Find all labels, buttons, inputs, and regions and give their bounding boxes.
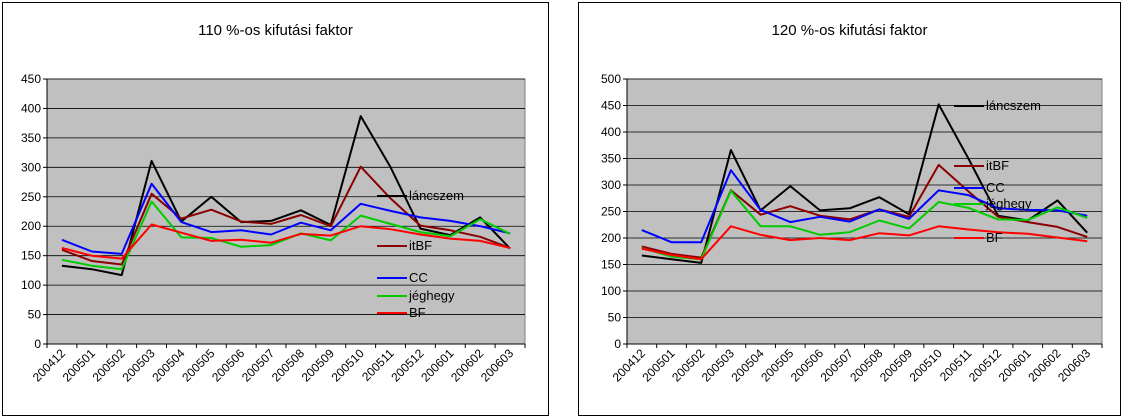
y-tick-label: 300 <box>601 178 621 192</box>
legend-label-CC: CC <box>409 270 428 285</box>
y-tick-label: 350 <box>21 131 41 145</box>
legend-label-itBF: itBF <box>409 238 432 253</box>
series-line-BF <box>61 223 511 260</box>
series-line-itBF <box>61 165 511 266</box>
chart-110-svg: 110 %-os kifutási faktor 0 50 100 150 200 250 3… <box>21 22 526 384</box>
y-tick-label: 400 <box>21 101 41 115</box>
y-tick-label: 450 <box>21 72 41 86</box>
y-tick-label: 0 <box>614 337 621 351</box>
series-line-BF <box>641 225 1088 261</box>
y-tick-label: 150 <box>601 258 621 272</box>
chart-title: 120 %-os kifutási faktor <box>772 22 928 39</box>
chart-120-percent: 120 %-os kifutási faktor 0 50 100 150 200 250 3… <box>578 2 1121 416</box>
y-tick-label: 300 <box>21 160 41 174</box>
chart-110-percent: 110 %-os kifutási faktor 0 50 100 150 200 250 3… <box>2 2 549 416</box>
y-tick-label: 0 <box>34 337 41 351</box>
chart-120-svg: 120 %-os kifutási faktor 0 50 100 150 200 250 3… <box>601 22 1103 384</box>
series-line-CC <box>641 169 1088 244</box>
x-tick-label: 200603 <box>1055 346 1093 384</box>
y-tick-label: 250 <box>601 205 621 219</box>
y-tick-label: 450 <box>601 99 621 113</box>
series-line-CC <box>61 182 511 255</box>
y-tick-label: 200 <box>21 219 41 233</box>
x-tick-label: 200510 <box>329 346 367 384</box>
y-tick-label: 250 <box>21 190 41 204</box>
y-tick-label: 150 <box>21 249 41 263</box>
y-tick-label: 350 <box>601 152 621 166</box>
y-tick-label: 200 <box>601 231 621 245</box>
x-tick-label: 200603 <box>478 346 516 384</box>
legend-label-itBF: itBF <box>986 158 1009 173</box>
series-line-jéghegy <box>641 189 1088 261</box>
legend-label-láncszem: láncszem <box>409 188 464 203</box>
y-tick-label: 100 <box>601 284 621 298</box>
y-tick-label: 50 <box>608 311 622 325</box>
y-tick-label: 100 <box>21 278 41 292</box>
plot-area <box>46 78 526 345</box>
legend-label-láncszem: láncszem <box>986 98 1041 113</box>
legend-label-CC: CC <box>986 180 1005 195</box>
legend-label-jéghegy: jéghegy <box>985 196 1032 211</box>
y-tick-label: 400 <box>601 125 621 139</box>
y-tick-label: 500 <box>601 72 621 86</box>
chart-title: 110 %-os kifutási faktor <box>198 22 353 39</box>
x-tick-label: 200510 <box>907 346 945 384</box>
legend-label-BF: BF <box>409 305 426 320</box>
legend-label-BF: BF <box>986 230 1003 245</box>
y-tick-label: 50 <box>28 308 42 322</box>
legend-label-jéghegy: jéghegy <box>408 288 455 303</box>
